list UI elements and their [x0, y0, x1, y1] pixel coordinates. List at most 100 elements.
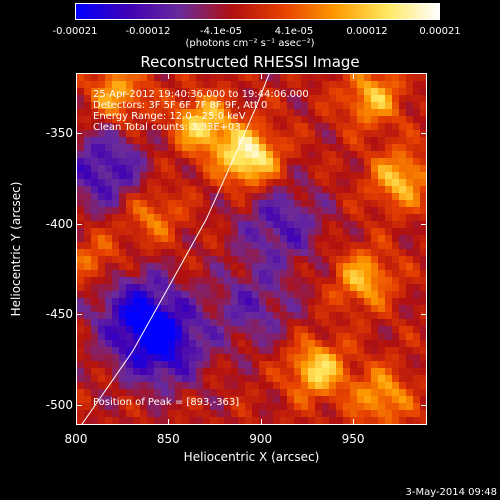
heatmap-cell	[77, 340, 85, 348]
heatmap-cell	[392, 88, 400, 96]
heatmap-cell	[364, 116, 372, 124]
heatmap-cell	[224, 403, 232, 411]
heatmap-cell	[392, 368, 400, 376]
heatmap-cell	[196, 333, 204, 341]
heatmap-cell	[350, 256, 358, 264]
heatmap-cell	[273, 95, 281, 103]
heatmap-cell	[140, 396, 148, 404]
heatmap-cell	[252, 375, 260, 383]
heatmap-cell	[203, 284, 211, 292]
heatmap-cell	[91, 193, 99, 201]
heatmap-cell	[140, 284, 148, 292]
heatmap-cell	[77, 396, 85, 404]
heatmap-cell	[112, 277, 120, 285]
heatmap-cell	[392, 277, 400, 285]
x-axis-label: Heliocentric X (arcsec)	[183, 450, 320, 464]
heatmap-cell	[91, 375, 99, 383]
heatmap-cell	[266, 109, 274, 117]
heatmap-cell	[189, 284, 197, 292]
heatmap-cell	[371, 228, 379, 236]
heatmap-cell	[147, 410, 155, 418]
heatmap-cell	[84, 151, 92, 159]
heatmap-cell	[308, 375, 316, 383]
heatmap-cell	[420, 298, 426, 306]
heatmap-cell	[210, 130, 218, 138]
heatmap-cell	[105, 389, 113, 397]
heatmap-cell	[329, 158, 337, 166]
heatmap-cell	[301, 221, 309, 229]
heatmap-cell	[154, 333, 162, 341]
heatmap-cell	[357, 193, 365, 201]
heatmap-cell	[287, 116, 295, 124]
heatmap-cell	[98, 123, 106, 131]
heatmap-cell	[147, 235, 155, 243]
heatmap-cell	[252, 396, 260, 404]
heatmap-cell	[98, 312, 106, 320]
heatmap-cell	[273, 193, 281, 201]
heatmap-cell	[392, 270, 400, 278]
heatmap-cell	[168, 347, 176, 355]
heatmap-cell	[238, 151, 246, 159]
heatmap-cell	[231, 368, 239, 376]
heatmap-cell	[140, 277, 148, 285]
heatmap-cell	[259, 270, 267, 278]
heatmap-cell	[294, 186, 302, 194]
heatmap-cell	[315, 396, 323, 404]
heatmap-cell	[126, 417, 134, 424]
heatmap-cell	[231, 291, 239, 299]
annotation-detectors: Detectors: 3F 5F 6F 7F 8F 9F, Att 0	[93, 100, 268, 111]
heatmap-cell	[238, 116, 246, 124]
heatmap-cell	[133, 291, 141, 299]
heatmap-cell	[245, 193, 253, 201]
heatmap-cell	[322, 340, 330, 348]
heatmap-cell	[91, 228, 99, 236]
heatmap-cell	[301, 228, 309, 236]
heatmap-cell	[112, 151, 120, 159]
heatmap-cell	[413, 109, 421, 117]
heatmap-cell	[371, 179, 379, 187]
heatmap-cell	[126, 326, 134, 334]
heatmap-cell	[280, 361, 288, 369]
heatmap-cell	[154, 417, 162, 424]
heatmap-cell	[385, 144, 393, 152]
heatmap-cell	[245, 214, 253, 222]
heatmap-cell	[224, 123, 232, 131]
heatmap-cell	[147, 312, 155, 320]
heatmap-cell	[343, 242, 351, 250]
heatmap-cell	[245, 263, 253, 271]
heatmap-cell	[371, 165, 379, 173]
heatmap-cell	[245, 298, 253, 306]
heatmap-cell	[133, 375, 141, 383]
heatmap-cell	[84, 340, 92, 348]
heatmap-cell	[112, 130, 120, 138]
heatmap-cell	[245, 207, 253, 215]
heatmap-cell	[98, 403, 106, 411]
heatmap-cell	[420, 319, 426, 327]
heatmap-cell	[203, 158, 211, 166]
heatmap-cell	[203, 151, 211, 159]
heatmap-cell	[273, 417, 281, 424]
heatmap-cell	[371, 207, 379, 215]
heatmap-cell	[133, 270, 141, 278]
heatmap-cell	[420, 165, 426, 173]
heatmap-cell	[371, 193, 379, 201]
heatmap-cell	[350, 375, 358, 383]
heatmap-cell	[385, 284, 393, 292]
heatmap-cell	[301, 88, 309, 96]
heatmap-cell	[112, 291, 120, 299]
heatmap-cell	[91, 403, 99, 411]
heatmap-cell	[161, 270, 169, 278]
heatmap-cell	[392, 340, 400, 348]
heatmap-cell	[406, 326, 414, 334]
heatmap-cell	[182, 95, 190, 103]
heatmap-cell	[133, 354, 141, 362]
heatmap-cell	[84, 249, 92, 257]
heatmap-cell	[294, 340, 302, 348]
heatmap-cell	[392, 424, 400, 425]
heatmap-cell	[399, 109, 407, 117]
heatmap-cell	[182, 326, 190, 334]
heatmap-cell	[399, 277, 407, 285]
heatmap-cell	[126, 144, 134, 152]
heatmap-cell	[322, 235, 330, 243]
heatmap-cell	[406, 424, 414, 425]
